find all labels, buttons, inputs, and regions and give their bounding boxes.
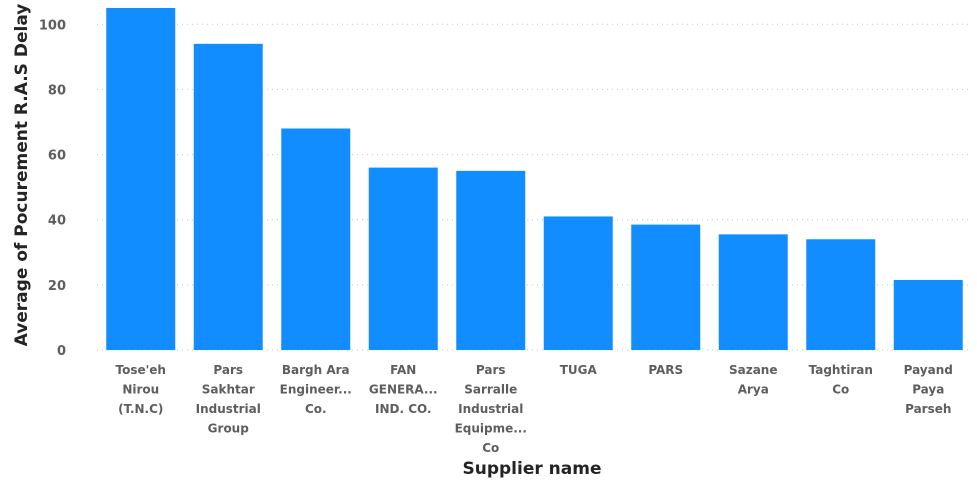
x-tick-label-line: Sakhtar [202, 383, 255, 397]
bar[interactable] [368, 167, 438, 350]
x-tick-label: Bargh Ara Engineer... Co. [280, 363, 352, 416]
x-tick-label-line: Co. [305, 402, 327, 416]
x-tick-label-line: Paya [912, 383, 944, 397]
x-tick-label-line: Parseh [905, 402, 951, 416]
x-tick-label-line: Industrial [458, 402, 523, 416]
bar[interactable] [543, 216, 613, 350]
y-tick-label: 0 [57, 344, 66, 359]
y-tick-label: 20 [48, 279, 66, 294]
x-tick-label: Tose'eh Nirou (T.N.C) [116, 363, 166, 416]
x-tick-label-line: Equipme... [455, 422, 527, 436]
bar[interactable] [193, 43, 263, 350]
x-tick-label-line: GENERA... [369, 383, 438, 397]
x-tick-label-line: Bargh Ara [282, 363, 350, 377]
x-axis-title: Supplier name [463, 459, 602, 479]
x-tick-label: Sazane Arya [729, 363, 778, 397]
y-axis-ticks: 0 20 40 60 80 100 [39, 18, 66, 359]
bar[interactable] [893, 279, 963, 350]
x-tick-label: TUGA [560, 363, 598, 377]
x-tick-label-line: Engineer... [280, 383, 352, 397]
y-axis-title: Average of Pocurement R.A.S Delay [12, 4, 32, 347]
y-tick-label: 100 [39, 18, 66, 33]
bar[interactable] [106, 8, 176, 350]
x-tick-label: Pars Sarralle Industrial Equipme... Co [455, 363, 527, 455]
bar[interactable] [631, 224, 701, 350]
x-tick-label-line: Payand [904, 363, 953, 377]
y-tick-label: 40 [48, 214, 66, 229]
x-tick-label-line: (T.N.C) [118, 402, 163, 416]
x-tick-label: Pars Sakhtar Industrial Group [196, 363, 261, 436]
x-tick-label-line: Tose'eh [116, 363, 166, 377]
x-tick-label-line: Co [482, 441, 499, 455]
x-tick-label-line: Sazane [729, 363, 778, 377]
x-tick-label: Taghtiran Co [809, 363, 873, 397]
x-tick-label-line: PARS [648, 363, 683, 377]
bar[interactable] [281, 128, 351, 350]
x-tick-label-line: Sarralle [464, 383, 517, 397]
y-tick-label: 80 [48, 83, 66, 98]
x-tick-label-line: Nirou [122, 383, 159, 397]
x-axis-ticks: Tose'eh Nirou (T.N.C) Pars Sakhtar Industrial… [116, 363, 953, 455]
x-tick-label-line: FAN [390, 363, 416, 377]
x-tick-label-line: Arya [738, 383, 769, 397]
bar[interactable] [718, 234, 788, 350]
x-tick-label-line: Group [208, 422, 250, 436]
x-tick-label: PARS [648, 363, 683, 377]
x-tick-label-line: Co [832, 383, 849, 397]
x-tick-label-line: Pars [213, 363, 243, 377]
x-tick-label-line: Taghtiran [809, 363, 873, 377]
x-tick-label-line: Industrial [196, 402, 261, 416]
x-tick-label-line: IND. CO. [375, 402, 432, 416]
x-tick-label-line: TUGA [560, 363, 598, 377]
x-tick-label-line: Pars [476, 363, 506, 377]
y-tick-label: 60 [48, 149, 66, 164]
x-tick-label: Payand Paya Parseh [904, 363, 953, 416]
bars [106, 8, 963, 350]
bar[interactable] [456, 170, 526, 350]
bar[interactable] [806, 239, 876, 350]
x-tick-label: FAN GENERA... IND. CO. [369, 363, 438, 416]
